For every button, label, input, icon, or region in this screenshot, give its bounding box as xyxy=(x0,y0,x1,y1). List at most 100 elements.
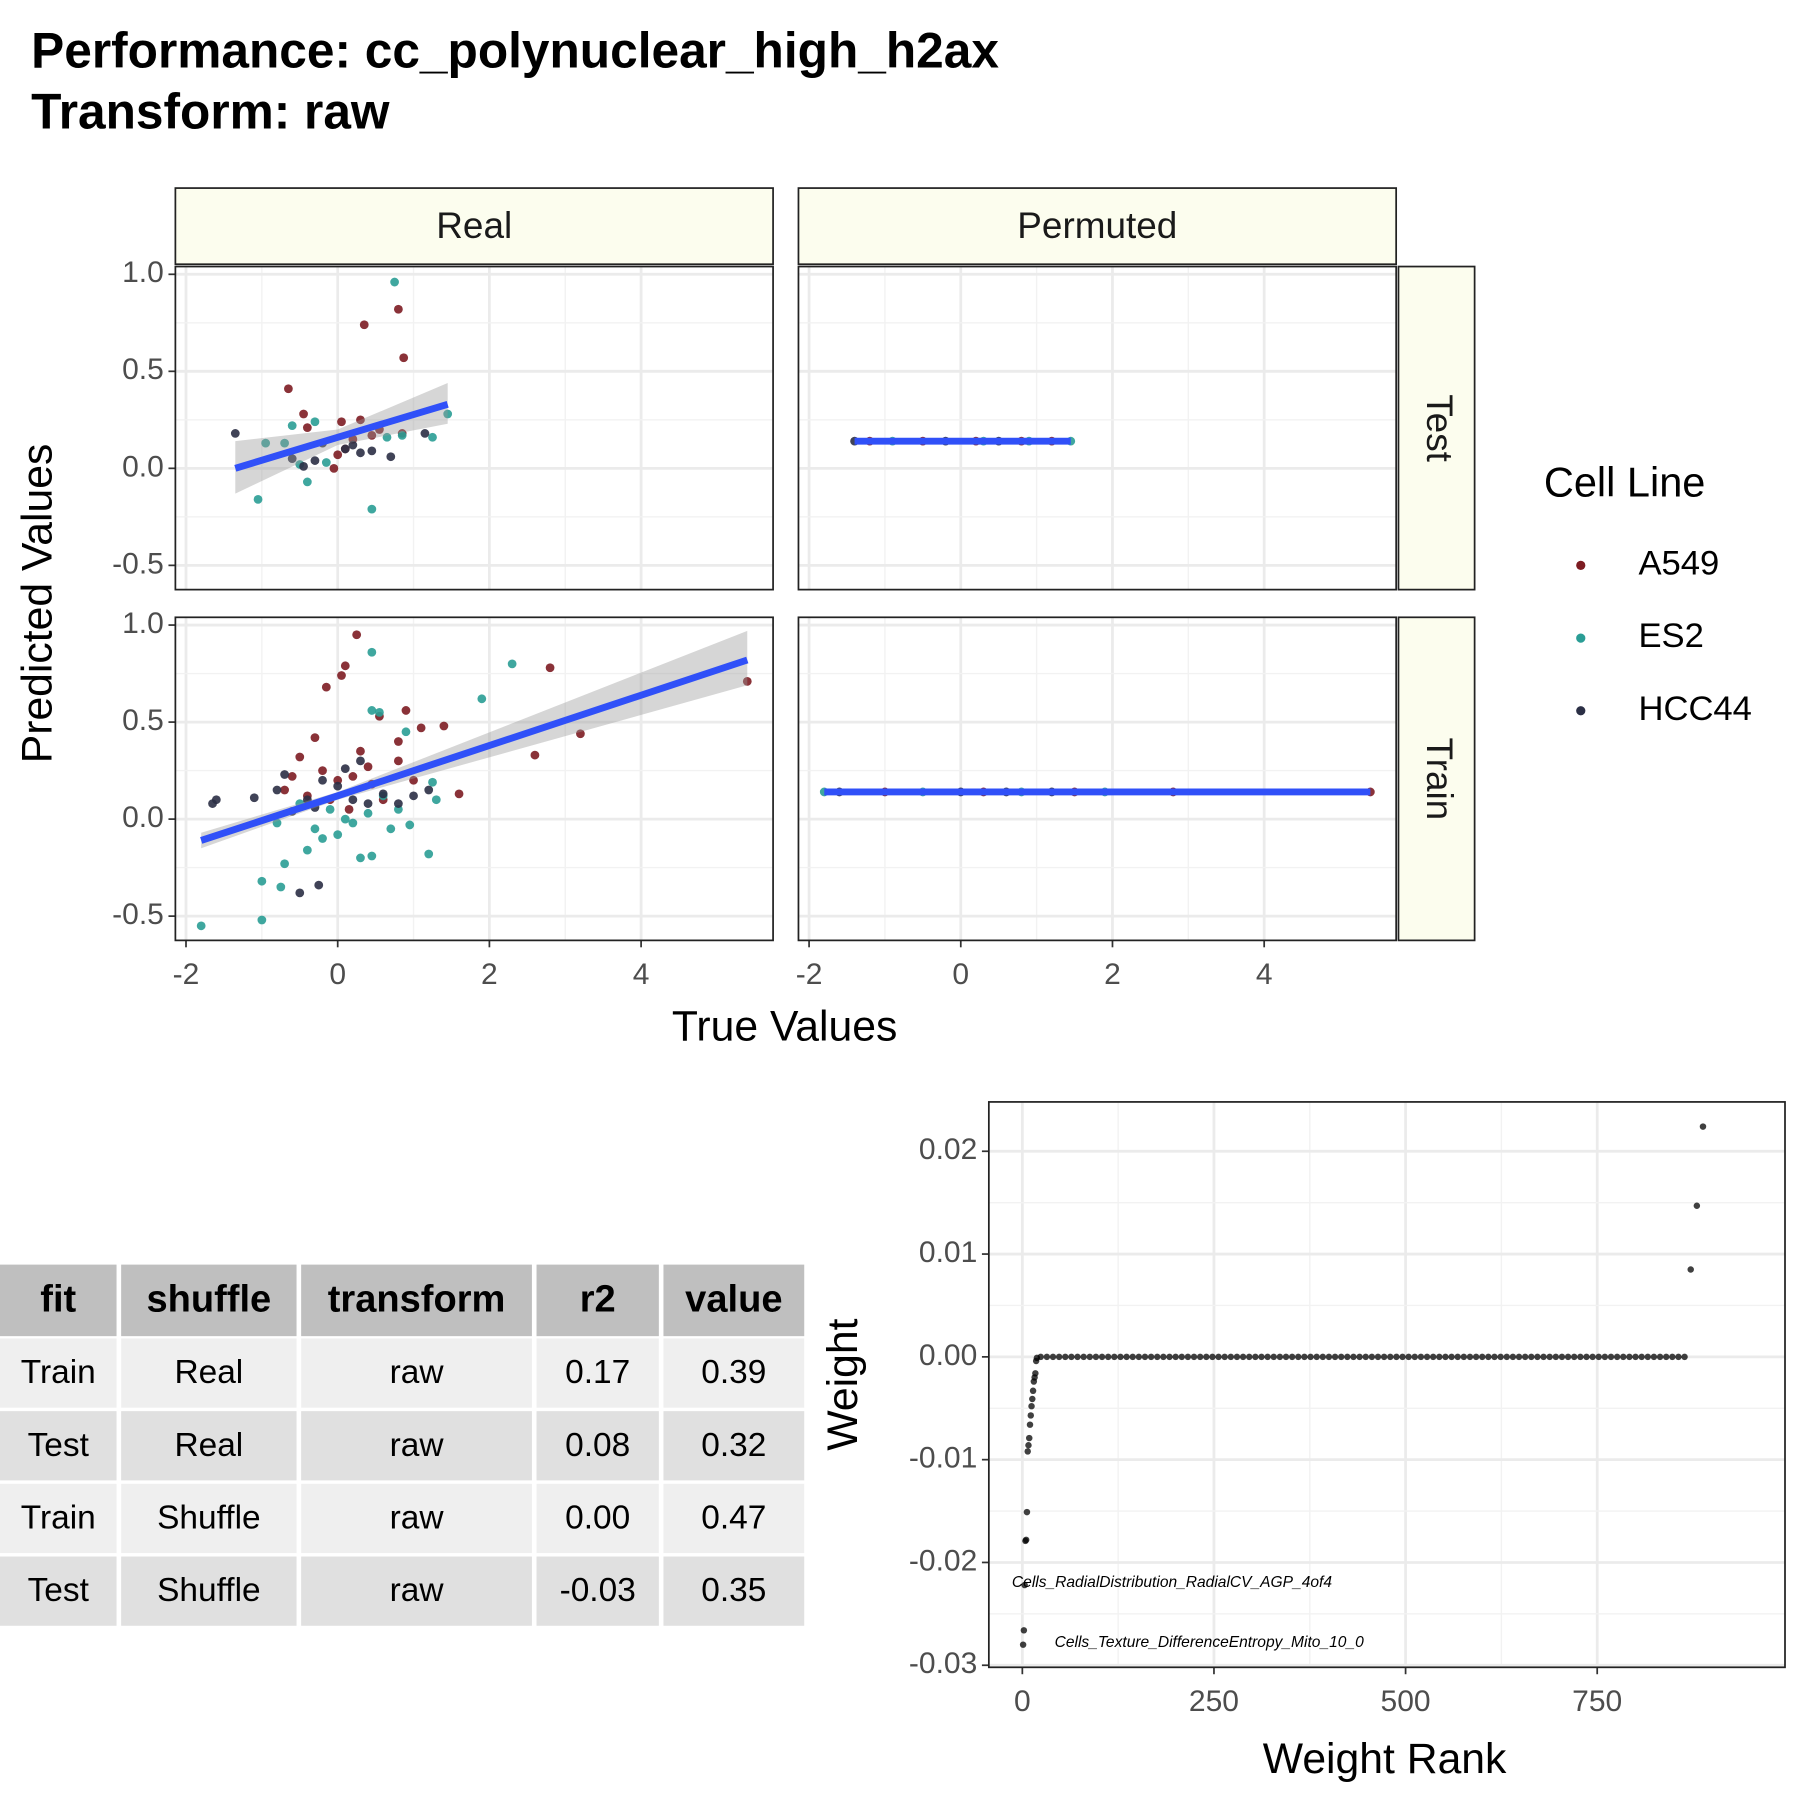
y-tick-label: -0.5 xyxy=(112,898,164,931)
point xyxy=(348,795,358,805)
point xyxy=(1589,1353,1596,1361)
point xyxy=(1025,1442,1032,1449)
x-tick-label: 500 xyxy=(1381,1685,1431,1718)
y-axis-title: Weight xyxy=(819,1318,867,1450)
point xyxy=(1669,1353,1676,1361)
y-tick-label: 1.0 xyxy=(122,607,164,640)
point xyxy=(431,795,441,805)
point xyxy=(356,448,365,458)
table-cell-text: Shuffle xyxy=(157,1572,261,1609)
point xyxy=(439,721,449,731)
point xyxy=(310,456,320,465)
point xyxy=(1135,1353,1143,1361)
point xyxy=(1086,1353,1094,1361)
point xyxy=(337,671,346,680)
point xyxy=(1028,1402,1035,1410)
point xyxy=(428,432,437,442)
point xyxy=(272,818,282,828)
point xyxy=(1049,1353,1057,1361)
table-header: value xyxy=(685,1279,782,1321)
x-tick-label: 4 xyxy=(633,958,650,991)
table-cell xyxy=(663,1556,805,1626)
point xyxy=(1356,1353,1363,1361)
point xyxy=(261,438,271,448)
x-tick-label: 4 xyxy=(1256,958,1273,991)
point xyxy=(356,756,365,766)
point xyxy=(1601,1353,1609,1361)
table-header-cell xyxy=(121,1264,297,1337)
point xyxy=(276,882,286,892)
point xyxy=(443,409,453,419)
point xyxy=(367,446,377,456)
point xyxy=(1029,1387,1037,1395)
point xyxy=(1043,1353,1051,1361)
point xyxy=(1632,1353,1639,1361)
point xyxy=(1626,1353,1633,1361)
point xyxy=(249,793,259,803)
point xyxy=(1485,1353,1492,1361)
panel-background xyxy=(798,266,1397,590)
point xyxy=(1675,1353,1682,1361)
x-tick-label: 2 xyxy=(481,958,498,991)
point xyxy=(352,630,362,640)
table-cell xyxy=(121,1556,297,1626)
point xyxy=(1350,1353,1357,1361)
point xyxy=(1546,1353,1553,1361)
panel-border xyxy=(987,1101,1786,1669)
panel-background xyxy=(988,1101,1785,1668)
point xyxy=(1380,1353,1388,1361)
point xyxy=(1687,1266,1694,1273)
table-cell xyxy=(536,1338,659,1408)
table-cell xyxy=(0,1338,117,1408)
y-tick-label: -0.02 xyxy=(909,1544,977,1577)
point xyxy=(1620,1353,1627,1361)
point xyxy=(1521,1353,1529,1361)
y-tick-label: 0.00 xyxy=(919,1339,977,1372)
y-tick-label: 0.01 xyxy=(919,1236,977,1269)
point xyxy=(1147,1353,1155,1361)
point xyxy=(1429,1353,1437,1361)
panel-border xyxy=(174,265,774,591)
point xyxy=(576,729,585,739)
point xyxy=(1503,1353,1510,1361)
table-header: shuffle xyxy=(146,1279,271,1321)
point xyxy=(1196,1353,1204,1361)
table-cell xyxy=(121,1483,297,1554)
point xyxy=(318,775,327,785)
point xyxy=(1129,1353,1136,1361)
panel-border xyxy=(797,616,1398,942)
point xyxy=(416,723,426,733)
point xyxy=(409,791,418,801)
point xyxy=(1074,1353,1081,1361)
table-cell xyxy=(121,1411,297,1481)
table-cell-text: 0.32 xyxy=(701,1427,766,1464)
point xyxy=(310,417,320,427)
legend-title: Cell Line xyxy=(1544,459,1706,506)
point xyxy=(321,458,331,467)
strip xyxy=(1397,265,1476,591)
point xyxy=(333,450,343,460)
point xyxy=(363,799,373,808)
x-tick-label: 0 xyxy=(1014,1685,1031,1718)
point xyxy=(1270,1353,1277,1361)
table-cell xyxy=(301,1411,532,1481)
point xyxy=(1190,1353,1198,1361)
strip xyxy=(797,187,1398,266)
point xyxy=(367,706,377,715)
point xyxy=(1080,1353,1087,1361)
point xyxy=(390,277,399,287)
table-cell-text: Train xyxy=(21,1354,96,1391)
point xyxy=(284,384,293,394)
x-axis-title: Weight Rank xyxy=(1263,1735,1507,1783)
table-cell xyxy=(536,1556,659,1626)
table-cell xyxy=(536,1483,659,1554)
table-cell xyxy=(663,1483,805,1554)
point xyxy=(1368,1353,1376,1361)
point xyxy=(378,789,388,799)
point xyxy=(1644,1353,1652,1361)
table-cell-text: 0.35 xyxy=(701,1572,766,1609)
point xyxy=(302,477,312,487)
table-cell-text: -0.03 xyxy=(560,1572,636,1609)
point xyxy=(318,766,327,775)
table-cell xyxy=(663,1338,805,1408)
